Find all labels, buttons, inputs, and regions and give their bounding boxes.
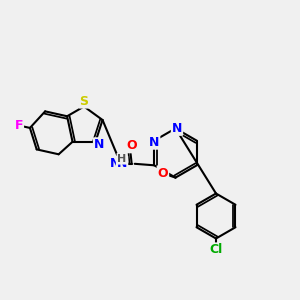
Text: H: H	[111, 159, 120, 169]
Text: O: O	[126, 139, 137, 152]
Text: N: N	[94, 138, 104, 151]
Text: O: O	[158, 167, 168, 180]
Text: Cl: Cl	[209, 243, 223, 256]
Text: S: S	[80, 94, 88, 108]
Text: N: N	[172, 122, 182, 135]
Text: N: N	[110, 157, 120, 170]
Text: N: N	[117, 157, 127, 170]
Text: N: N	[149, 136, 159, 149]
Text: F: F	[15, 119, 23, 132]
Text: H: H	[118, 154, 127, 164]
